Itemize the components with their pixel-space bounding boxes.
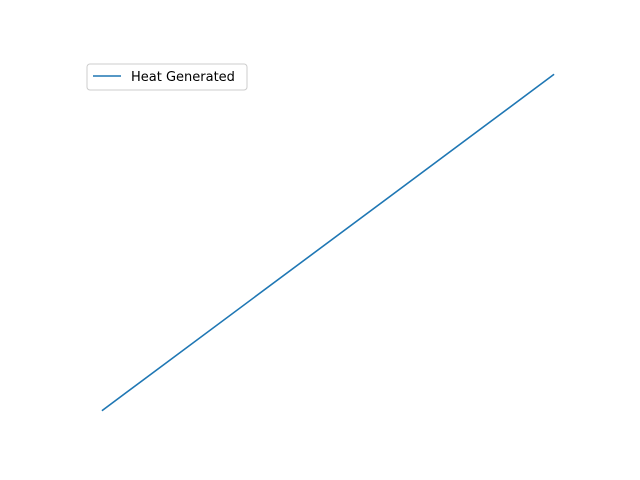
plot-area: [101, 73, 555, 412]
legend-label-heat-generated: Heat Generated: [131, 70, 235, 85]
legend-box: [86, 63, 248, 91]
legend: Heat Generated: [86, 63, 248, 91]
series-line-heat-generated: [101, 73, 555, 412]
